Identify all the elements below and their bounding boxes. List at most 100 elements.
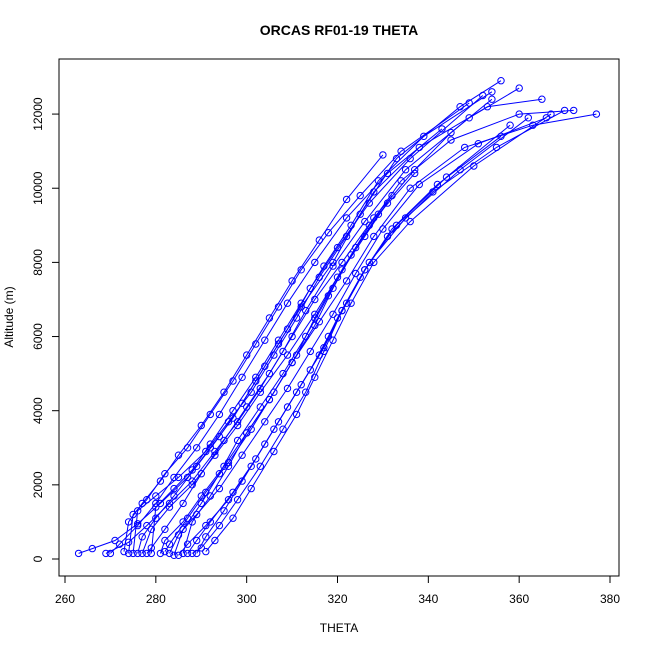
x-tick-label: 360	[509, 592, 529, 606]
series-line	[169, 117, 547, 554]
data-point	[361, 217, 369, 226]
data-point	[342, 299, 351, 307]
data-point	[297, 381, 305, 389]
data-point	[247, 484, 255, 493]
data-point	[320, 262, 328, 270]
data-point	[406, 217, 414, 226]
data-point	[447, 128, 455, 137]
y-tick-label: 10000	[31, 171, 45, 205]
data-point	[433, 180, 442, 189]
data-point	[156, 499, 165, 508]
data-point	[152, 499, 160, 508]
data-point	[229, 407, 237, 415]
data-point	[120, 547, 128, 556]
data-point	[270, 425, 278, 433]
x-tick-label: 340	[418, 592, 438, 606]
data-point	[306, 366, 314, 374]
data-point	[115, 540, 124, 548]
series-profile	[161, 191, 396, 556]
data-point	[261, 440, 269, 448]
y-tick-label: 2000	[31, 471, 45, 498]
data-point	[252, 455, 260, 463]
series-line	[191, 135, 502, 554]
series-profile	[183, 121, 514, 558]
data-point	[220, 462, 228, 470]
data-point	[288, 358, 296, 367]
data-point	[560, 106, 569, 115]
data-point	[388, 225, 396, 233]
data-point	[338, 258, 346, 267]
data-point	[474, 140, 482, 148]
data-point	[411, 166, 419, 174]
data-point	[397, 177, 405, 185]
data-point	[347, 299, 355, 307]
data-point	[252, 373, 260, 381]
data-point	[265, 369, 274, 378]
data-point	[243, 403, 251, 411]
data-point	[361, 232, 369, 241]
data-point	[197, 544, 206, 552]
data-point	[188, 549, 196, 558]
data-point	[161, 536, 169, 545]
data-point	[356, 273, 364, 281]
data-point	[279, 347, 287, 356]
series-profile	[165, 114, 551, 558]
data-point	[352, 269, 360, 278]
data-point	[161, 525, 169, 533]
y-tick-label: 6000	[31, 323, 45, 350]
data-point	[297, 266, 305, 274]
data-point	[256, 403, 264, 411]
data-point	[324, 332, 333, 341]
data-point	[365, 258, 373, 267]
data-point	[206, 518, 215, 526]
data-point	[229, 377, 237, 385]
data-point	[165, 549, 174, 558]
data-point	[333, 243, 342, 252]
data-point	[497, 77, 505, 85]
series-profile	[188, 132, 505, 558]
series-profile	[134, 91, 487, 558]
data-point	[211, 536, 219, 545]
data-point	[274, 303, 283, 311]
x-tick-label: 280	[146, 592, 166, 606]
data-point	[374, 210, 383, 218]
data-point	[124, 549, 133, 558]
series-profile	[179, 199, 392, 558]
data-point	[197, 421, 206, 430]
data-point	[215, 410, 224, 419]
data-point	[197, 499, 206, 508]
data-point	[279, 425, 287, 433]
data-point	[265, 395, 274, 404]
data-point	[74, 549, 83, 558]
x-axis-label: THETA	[320, 621, 358, 635]
data-point	[143, 496, 151, 504]
data-point	[134, 521, 142, 530]
data-point	[329, 310, 337, 318]
data-point	[447, 136, 455, 144]
data-point	[238, 373, 246, 381]
data-point	[342, 214, 351, 222]
data-point	[179, 499, 187, 508]
data-point	[392, 154, 401, 163]
data-point	[324, 292, 333, 300]
y-tick-label: 0	[31, 555, 45, 562]
x-tick-label: 300	[237, 592, 257, 606]
data-point	[442, 173, 451, 181]
series-line	[178, 109, 565, 556]
data-point	[215, 521, 224, 530]
data-point	[515, 84, 523, 92]
series-profile	[143, 95, 496, 558]
data-point	[183, 444, 192, 452]
data-point	[165, 540, 174, 548]
data-point	[247, 462, 255, 470]
data-point	[252, 340, 260, 348]
data-point	[529, 121, 537, 129]
data-point	[220, 507, 228, 515]
series-profile	[202, 110, 555, 556]
data-point	[138, 499, 146, 508]
data-point	[524, 114, 532, 122]
data-point	[174, 473, 183, 482]
series-line	[196, 117, 529, 554]
data-point	[202, 547, 210, 556]
data-point	[370, 258, 378, 267]
